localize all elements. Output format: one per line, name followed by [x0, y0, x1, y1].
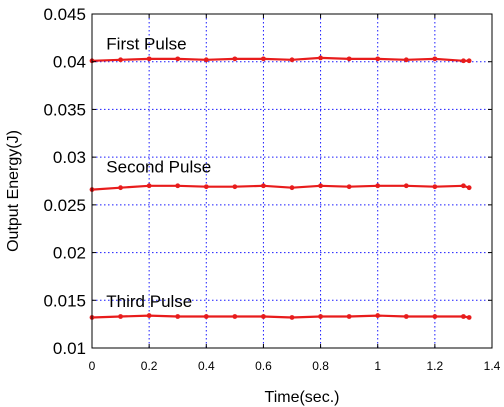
data-point: [175, 183, 181, 189]
data-point: [232, 56, 238, 62]
y-tick-label: 0.015: [43, 291, 86, 310]
data-point: [432, 56, 438, 62]
data-point: [346, 184, 352, 190]
data-point: [289, 185, 295, 191]
data-point: [146, 313, 152, 318]
data-point: [118, 185, 123, 191]
data-point: [461, 183, 466, 189]
data-point: [146, 56, 152, 62]
plot-frame: [91, 13, 493, 349]
data-point: [432, 184, 438, 190]
y-tick-label: 0.01: [53, 339, 86, 358]
y-tick-label: 0.025: [43, 196, 86, 215]
annotation-layer: First Pulse Second Pulse Third Pulse: [106, 34, 211, 311]
x-tick-label: 1.2: [427, 359, 444, 373]
data-point: [375, 183, 381, 189]
data-point: [466, 185, 472, 191]
data-point: [461, 314, 466, 319]
x-axis-label: Time(sec.): [265, 389, 340, 406]
y-tick-label: 0.04: [53, 53, 86, 72]
x-tick-label: 1: [374, 359, 381, 373]
x-tick-label: 0.6: [255, 359, 272, 373]
data-point: [261, 56, 266, 62]
data-point: [203, 314, 209, 319]
x-tick-label: 0.2: [141, 359, 158, 373]
x-tick-label: 0.8: [312, 359, 329, 373]
series-layer: [89, 55, 472, 320]
x-tick-label: 0.4: [198, 359, 215, 373]
data-point: [118, 314, 123, 319]
data-point: [318, 314, 323, 319]
y-tick-label: 0.02: [53, 244, 86, 263]
data-point: [403, 314, 409, 319]
data-point: [375, 56, 381, 62]
data-point: [403, 183, 409, 189]
data-point: [318, 183, 323, 189]
data-point: [466, 315, 472, 320]
data-point: [175, 314, 181, 319]
data-point: [261, 314, 266, 319]
data-point: [318, 55, 323, 61]
data-point: [232, 314, 238, 319]
data-point: [346, 314, 352, 319]
y-tick-label: 0.035: [43, 100, 86, 119]
data-point: [403, 57, 409, 63]
data-point: [346, 56, 352, 62]
data-point: [146, 183, 152, 189]
data-point: [375, 313, 381, 318]
series-annotation: First Pulse: [106, 34, 186, 53]
tick-layer: 0 0.2 0.4 0.6 0.8 1 1.2 1.4 0.01 0.015 0.02 0.025 0.…: [43, 5, 500, 373]
x-tick-label: 0: [89, 359, 96, 373]
x-tick-label: 1.4: [484, 359, 501, 373]
y-tick-label: 0.045: [43, 5, 86, 24]
data-point: [203, 57, 209, 63]
y-tick-label: 0.03: [53, 148, 86, 167]
data-point: [432, 314, 438, 319]
data-point: [232, 184, 238, 190]
data-point: [461, 58, 466, 64]
data-point: [466, 58, 472, 64]
data-point: [203, 184, 209, 190]
data-point: [261, 183, 266, 189]
y-axis-label: Output Energy(J): [5, 130, 22, 252]
series-annotation: Second Pulse: [106, 157, 211, 176]
data-point: [289, 315, 295, 320]
data-point: [175, 56, 181, 62]
data-point: [118, 57, 123, 63]
series-annotation: Third Pulse: [106, 292, 192, 311]
data-point: [289, 57, 295, 63]
